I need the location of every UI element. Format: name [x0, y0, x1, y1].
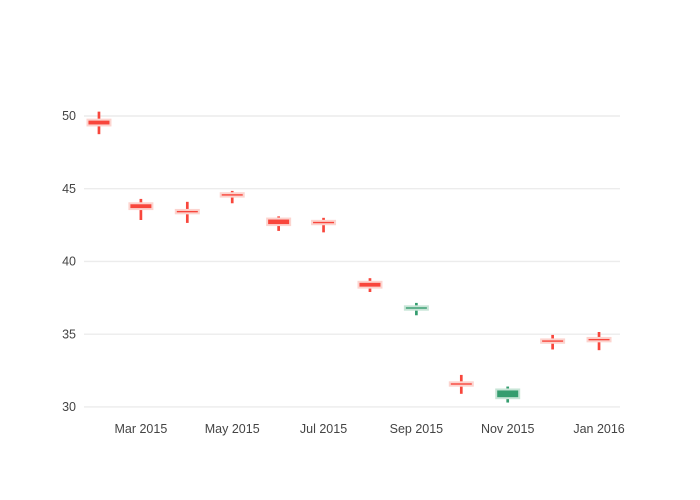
- y-tick-label: 30: [62, 400, 76, 414]
- candle-body: [311, 219, 337, 226]
- plot-area[interactable]: [84, 100, 620, 420]
- x-tick-label: Mar 2015: [114, 422, 167, 436]
- candlestick[interactable]: [540, 334, 566, 350]
- candle-body: [403, 305, 429, 311]
- y-tick-label: 45: [62, 182, 76, 196]
- x-tick-label: Sep 2015: [390, 422, 444, 436]
- y-tick-label: 35: [62, 327, 76, 341]
- x-axis: Mar 2015 May 2015 Jul 2015 Sep 2015 Nov 2015…: [114, 422, 624, 436]
- candlestick[interactable]: [586, 332, 612, 351]
- candle-body: [357, 280, 383, 289]
- candlestick[interactable]: [403, 302, 429, 316]
- candle-body: [495, 388, 521, 400]
- candles-series: [86, 111, 612, 403]
- candle-body: [266, 217, 292, 227]
- candlestick[interactable]: [495, 386, 521, 403]
- candlestick[interactable]: [357, 278, 383, 292]
- candle-body: [86, 118, 112, 127]
- candle-body: [174, 208, 200, 215]
- x-tick-label: Jul 2015: [300, 422, 347, 436]
- candle-body: [540, 338, 566, 344]
- candle-body: [219, 192, 245, 198]
- candle-body: [128, 202, 154, 211]
- candlestick[interactable]: [219, 190, 245, 204]
- x-tick-label: Jan 2016: [573, 422, 624, 436]
- y-tick-label: 40: [62, 255, 76, 269]
- candle-body: [586, 336, 612, 343]
- candlestick[interactable]: [128, 198, 154, 220]
- candlestick[interactable]: [448, 374, 474, 394]
- candlestick[interactable]: [266, 216, 292, 231]
- x-tick-label: Nov 2015: [481, 422, 535, 436]
- y-tick-label: 50: [62, 109, 76, 123]
- candlestick[interactable]: [311, 217, 337, 233]
- candlestick[interactable]: [174, 201, 200, 223]
- x-tick-label: May 2015: [205, 422, 260, 436]
- candle-body: [448, 381, 474, 387]
- y-axis: 30 35 40 45 50: [62, 109, 620, 414]
- candlestick[interactable]: [86, 111, 112, 135]
